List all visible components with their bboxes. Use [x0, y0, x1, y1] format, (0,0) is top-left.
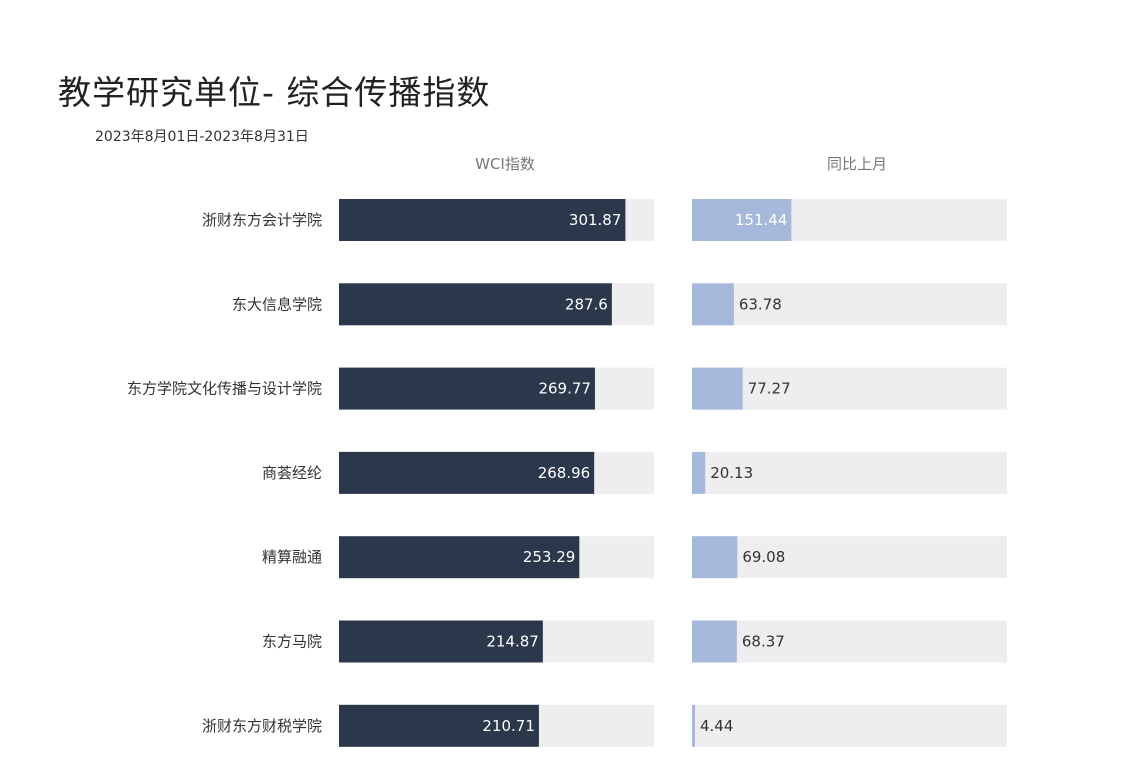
wci-value-label: 214.87 — [486, 633, 539, 651]
wci-bar — [339, 283, 612, 326]
wci-bar — [339, 704, 539, 747]
mom-bar-track — [692, 620, 1007, 663]
wci-value-label: 269.77 — [538, 380, 591, 398]
wci-value-label: 253.29 — [523, 548, 576, 566]
row-label: 商荟经纶 — [262, 464, 322, 482]
mom-bar-track — [692, 704, 1007, 747]
row-label: 东大信息学院 — [232, 295, 322, 313]
wci-value-label: 268.96 — [538, 464, 591, 482]
mom-bar-track — [692, 536, 1007, 579]
wci-bar — [339, 536, 580, 579]
row-label: 东方马院 — [262, 633, 322, 651]
chart-title: 教学研究单位- 综合传播指数 — [58, 73, 491, 112]
row-label: 浙财东方会计学院 — [202, 211, 322, 229]
wci-bar — [339, 367, 595, 410]
column-header-wci: WCI指数 — [475, 155, 535, 173]
row-label: 精算融通 — [262, 548, 322, 566]
mom-bar-track — [692, 283, 1007, 326]
mom-bar — [692, 367, 743, 410]
wci-bar — [339, 199, 626, 241]
mom-value-label: 20.13 — [710, 464, 753, 482]
chart-subtitle: 2023年8月01日-2023年8月31日 — [95, 129, 309, 145]
row-label: 东方学院文化传播与设计学院 — [127, 380, 322, 398]
mom-bar — [692, 283, 734, 326]
mom-bar — [692, 704, 695, 747]
mom-value-label: 151.44 — [735, 211, 788, 229]
row-label: 浙财东方财税学院 — [202, 717, 322, 735]
mom-value-label: 4.44 — [700, 717, 733, 735]
mom-bar — [692, 451, 706, 494]
wci-value-label: 210.71 — [482, 717, 535, 735]
mom-bar-track — [692, 367, 1007, 410]
mom-value-label: 68.37 — [742, 633, 785, 651]
mom-bar-track — [692, 451, 1007, 494]
wci-bar — [339, 620, 543, 663]
mom-value-label: 77.27 — [748, 380, 791, 398]
mom-value-label: 63.78 — [739, 295, 782, 313]
mom-value-label: 69.08 — [742, 548, 785, 566]
mom-bar — [692, 536, 738, 579]
mom-bar — [692, 199, 792, 241]
column-header-mom: 同比上月 — [827, 155, 887, 173]
wci-value-label: 287.6 — [565, 295, 608, 313]
mom-bar — [692, 620, 737, 663]
wci-value-label: 301.87 — [569, 211, 622, 229]
wci-bar — [339, 451, 595, 494]
